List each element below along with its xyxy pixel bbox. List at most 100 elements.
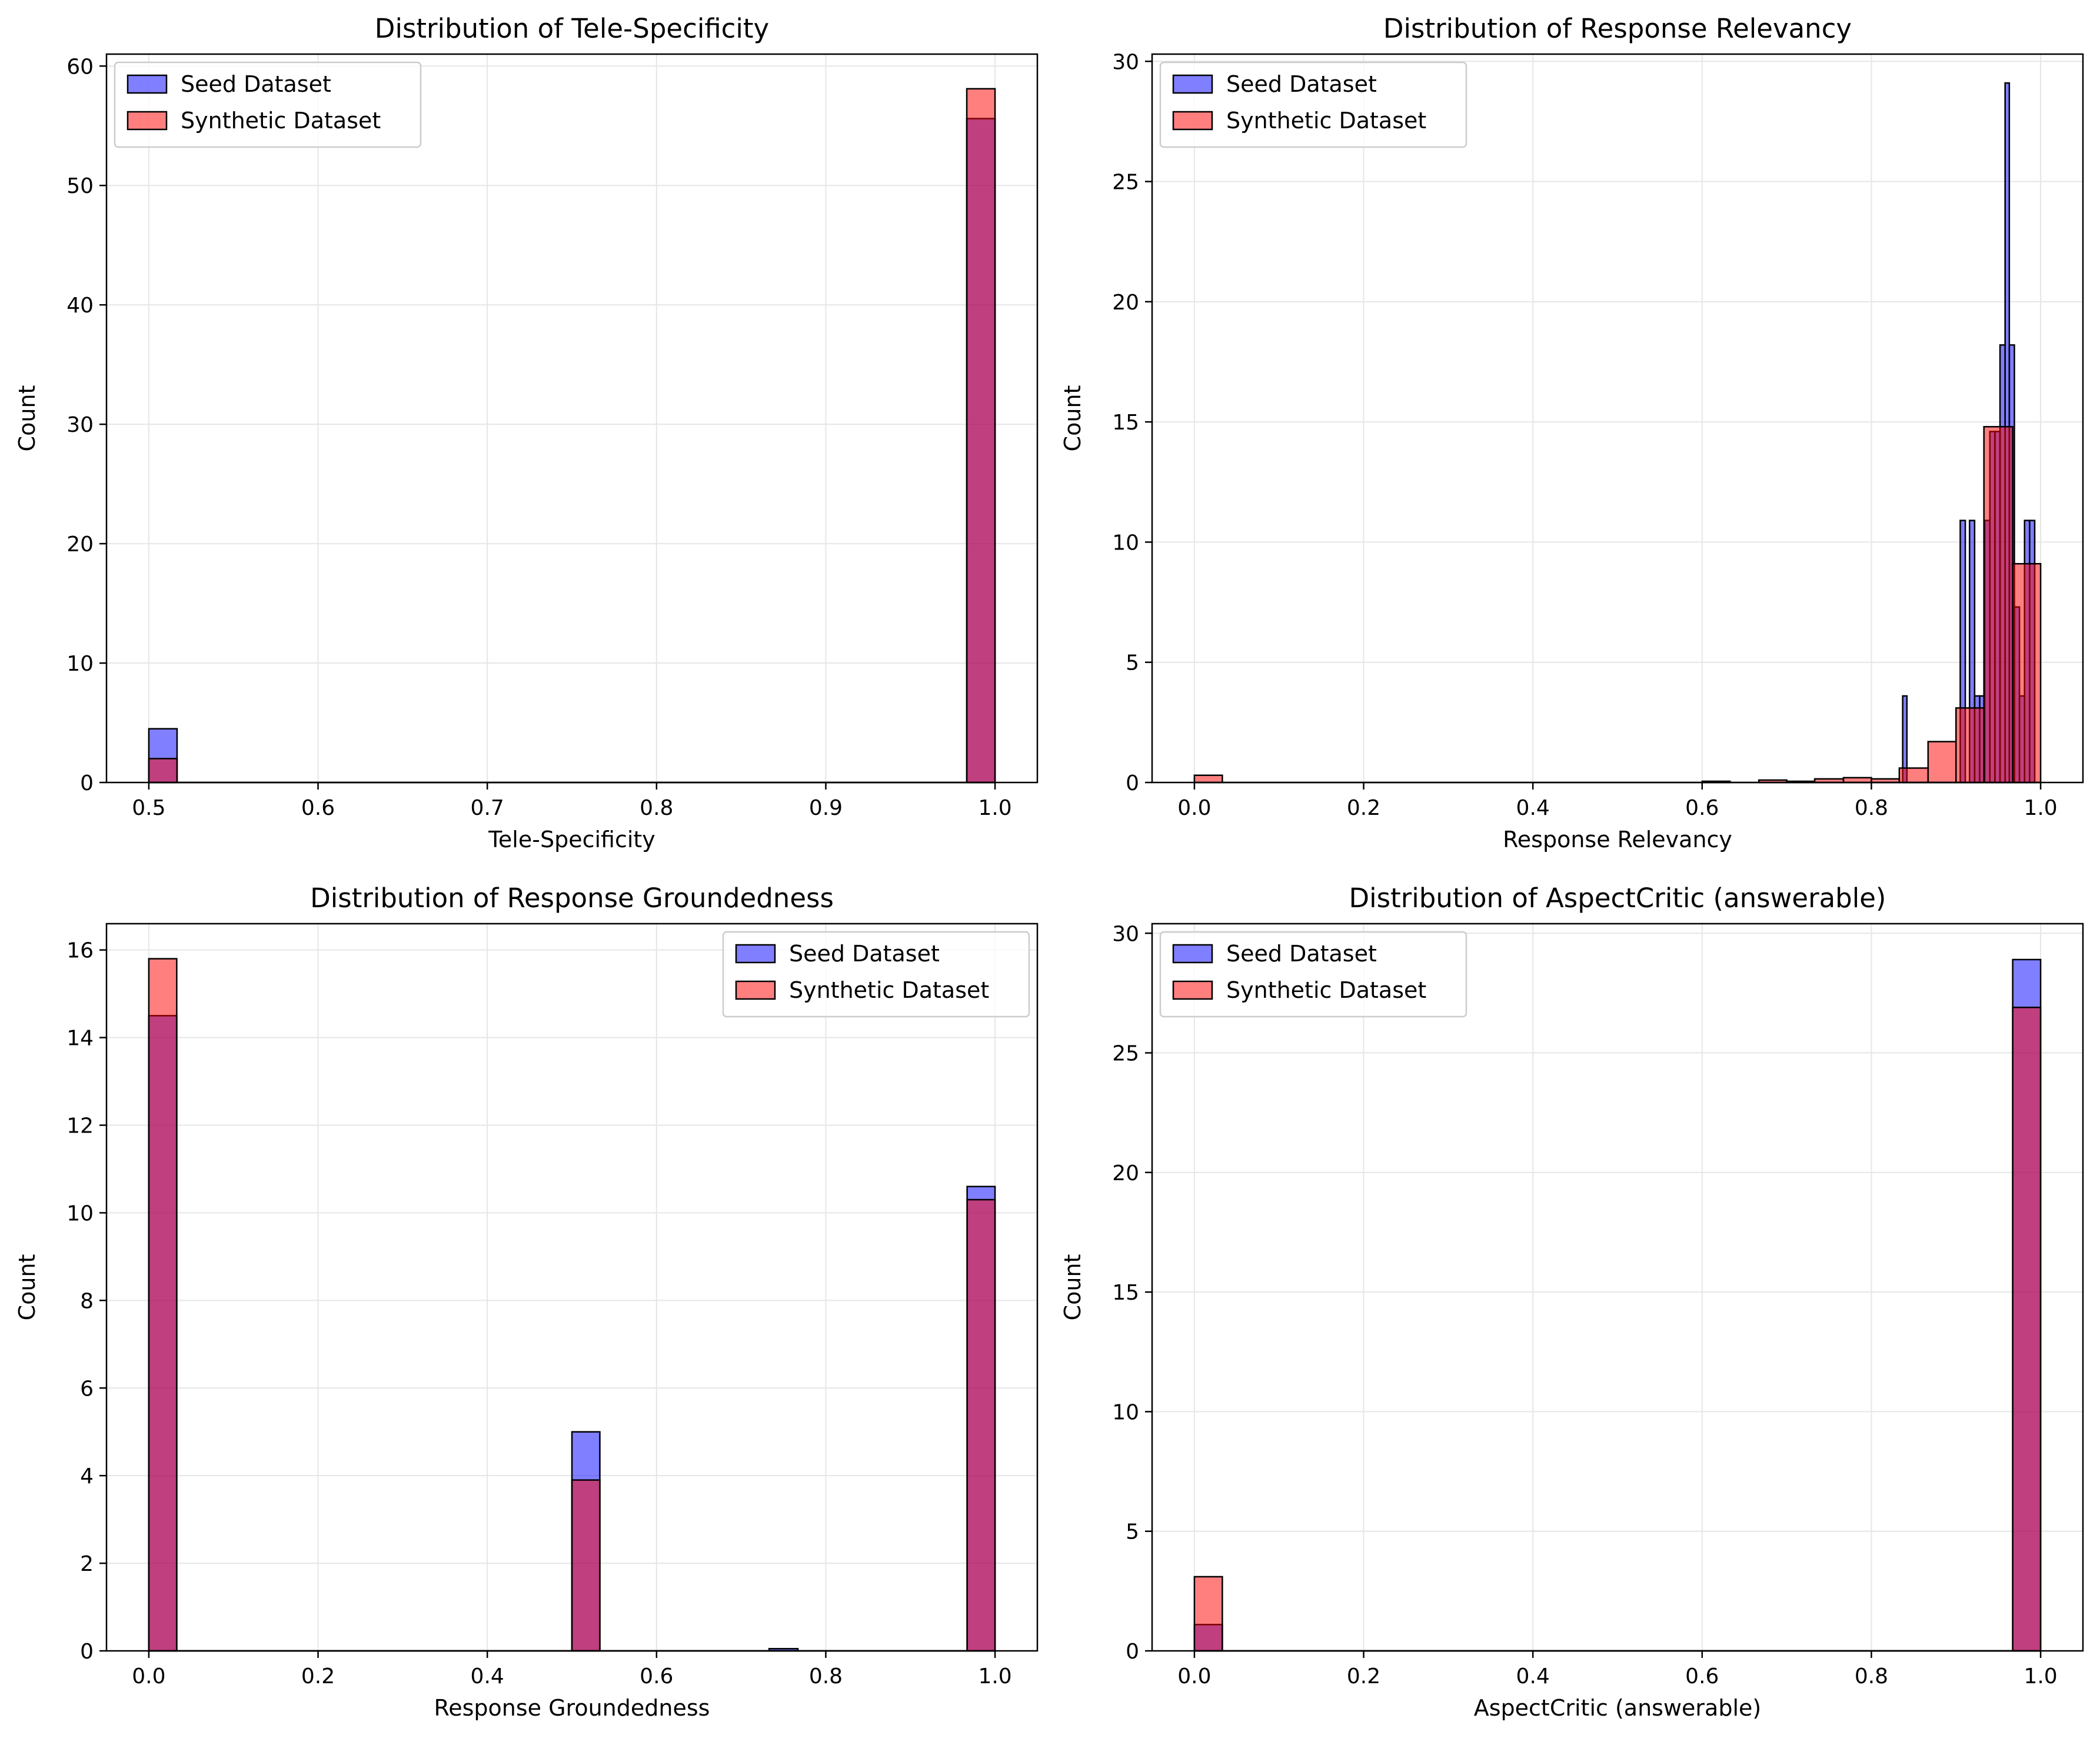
y-axis-label: Count [14,385,40,452]
axes-frame [105,53,1039,784]
y-tick-label: 10 [66,652,94,676]
y-tick-label: 20 [1112,1161,1139,1185]
y-tick-label: 30 [1112,922,1139,946]
y-tick-label: 10 [1112,1400,1139,1424]
legend-label-synthetic: Synthetic Dataset [181,108,381,134]
x-tick-label: 0.2 [301,1664,335,1689]
axes-frame [1151,53,2084,784]
x-tick-label: 0.0 [1177,796,1211,820]
y-tick-label: 5 [1126,1520,1139,1544]
bar-synthetic [1955,707,1985,784]
bar-synthetic [1983,426,2014,784]
bar-synthetic [148,758,178,784]
legend: Seed Dataset Synthetic Dataset [114,61,422,148]
x-tick-label: 0.8 [1855,1664,1888,1689]
subplot-response-groundedness: 0.0 0.2 0.4 0.6 0.8 1.0 0 2 4 6 8 10 12 14 16 Distribu… [14,883,1039,1721]
x-tick-label: 0.0 [1177,1664,1211,1689]
y-tick-label: 15 [1112,411,1139,435]
subplot-response-relevancy: 0.0 0.2 0.4 0.6 0.8 1.0 0 5 10 15 20 25 30 Distribut… [1060,13,2084,852]
legend-swatch-synthetic [1172,980,1213,1000]
legend: Seed Dataset Synthetic Dataset [1159,931,1467,1018]
bar-synthetic [571,1479,601,1652]
x-axis-label: Response Groundedness [434,1695,710,1721]
legend: Seed Dataset Synthetic Dataset [722,931,1030,1018]
x-tick-label: 0.4 [1516,796,1550,820]
x-axis-label: Response Relevancy [1503,827,1732,852]
x-tick-label: 0.7 [471,796,504,820]
x-tick-label: 1.0 [2024,796,2057,820]
y-tick-label: 20 [66,532,94,557]
legend-label-synthetic: Synthetic Dataset [789,977,989,1003]
x-tick-label: 0.8 [1855,796,1888,820]
x-tick-label: 0.6 [1685,796,1719,820]
legend-swatch-synthetic [127,111,168,131]
y-axis-label: Count [1060,1254,1086,1321]
x-tick-label: 0.4 [471,1664,504,1689]
y-tick-label: 16 [66,939,94,963]
chart-title: Distribution of AspectCritic (answerable… [1349,883,1886,914]
x-tick-label: 0.0 [132,1664,165,1689]
y-tick-label: 60 [66,55,94,79]
chart-title: Distribution of Tele-Specificity [375,13,769,44]
y-tick-label: 30 [1112,50,1139,74]
y-tick-label: 40 [66,294,94,318]
legend-label-seed: Seed Dataset [789,941,940,967]
y-tick-label: 4 [80,1464,94,1488]
bar-synthetic [966,88,996,784]
y-tick-label: 25 [1112,1042,1139,1066]
axes-frame [1151,923,2084,1652]
legend-frame [1159,61,1467,148]
y-tick-label: 15 [1112,1281,1139,1305]
y-tick-label: 20 [1112,291,1139,315]
y-tick-label: 5 [1126,651,1139,675]
bar-synthetic [2012,562,2042,784]
legend-swatch-seed [735,944,776,964]
bar-synthetic [1193,774,1223,784]
bar-synthetic [2012,1007,2042,1652]
y-tick-label: 10 [1112,531,1139,555]
x-axis-label: Tele-Specificity [488,827,655,852]
x-tick-label: 1.0 [2024,1664,2057,1689]
y-tick-label: 30 [66,413,94,437]
y-tick-label: 0 [80,771,94,795]
legend-frame [1159,931,1467,1018]
bar-synthetic [1193,1576,1223,1652]
legend-label-seed: Seed Dataset [1226,71,1377,97]
y-axis-label: Count [14,1254,40,1321]
x-axis-label: AspectCritic (answerable) [1474,1695,1761,1721]
legend-swatch-seed [127,74,168,94]
y-tick-label: 12 [66,1114,94,1138]
x-tick-label: 1.0 [978,796,1011,820]
x-tick-label: 0.2 [1347,1664,1380,1689]
bar-synthetic [1898,767,1929,784]
legend-swatch-synthetic [735,980,776,1000]
x-tick-label: 0.6 [640,1664,673,1689]
chart-title: Distribution of Response Groundedness [310,883,834,914]
y-tick-label: 0 [1126,1640,1139,1664]
legend-label-seed: Seed Dataset [1226,941,1377,967]
y-tick-label: 2 [80,1552,94,1576]
x-tick-label: 0.5 [132,796,165,820]
legend-label-synthetic: Synthetic Dataset [1226,977,1426,1003]
x-tick-label: 0.4 [1516,1664,1550,1689]
legend-frame [722,931,1030,1018]
y-tick-label: 0 [1126,771,1139,795]
bar-synthetic [148,958,178,1652]
x-tick-label: 0.6 [1685,1664,1719,1689]
y-axis-label: Count [1060,385,1086,452]
y-tick-label: 6 [80,1377,94,1401]
x-tick-label: 0.9 [809,796,843,820]
x-tick-label: 0.2 [1347,796,1380,820]
legend-swatch-synthetic [1172,111,1213,131]
axes-frame [105,923,1039,1652]
legend-swatch-seed [1172,944,1213,964]
legend: Seed Dataset Synthetic Dataset [1159,61,1467,148]
legend-swatch-seed [1172,74,1213,94]
x-tick-label: 0.8 [809,1664,843,1689]
y-tick-label: 14 [66,1027,94,1051]
legend-frame [114,61,422,148]
bar-synthetic [1927,741,1957,784]
x-tick-label: 1.0 [978,1664,1011,1689]
